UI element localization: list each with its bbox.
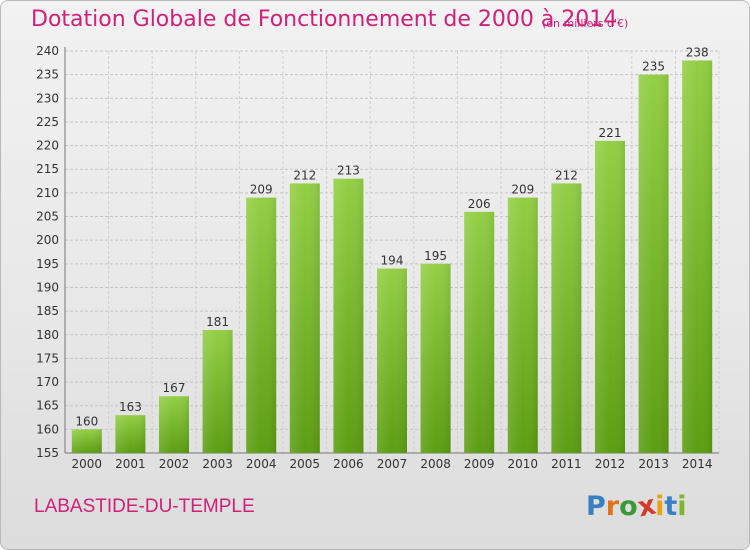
bar-shine <box>202 330 233 453</box>
data-label: 160 <box>75 414 98 428</box>
chart-title: Dotation Globale de Fonctionnement de 20… <box>31 7 618 32</box>
y-tick-label: 200 <box>36 233 59 247</box>
y-tick-label: 215 <box>36 162 59 176</box>
x-tick-label: 2009 <box>464 457 495 471</box>
x-tick-label: 2012 <box>595 457 626 471</box>
y-tick-label: 165 <box>36 399 59 413</box>
x-tick-label: 2005 <box>290 457 321 471</box>
bar-shine <box>551 183 582 453</box>
data-label: 212 <box>555 168 578 182</box>
axes: 155 160 165 170 175 180 185 190 195 200 205 210 215 2… <box>36 44 719 471</box>
data-label: 235 <box>642 60 665 74</box>
x-tick-label: 2011 <box>551 457 582 471</box>
proxiti-logo[interactable]: Proxiti <box>586 490 687 524</box>
y-tick-label: 175 <box>36 351 59 365</box>
data-label: 167 <box>163 381 186 395</box>
bar-shine <box>71 429 102 453</box>
x-tick-label: 2013 <box>638 457 669 471</box>
data-label: 163 <box>119 400 142 414</box>
data-label: 209 <box>250 183 273 197</box>
x-tick-label: 2000 <box>72 457 103 471</box>
logo-letter: o <box>619 491 638 522</box>
y-tick-label: 230 <box>36 91 59 105</box>
bar-shine <box>246 197 277 453</box>
y-tick-label: 190 <box>36 280 59 294</box>
y-tick-label: 210 <box>36 186 59 200</box>
bar-shine <box>595 140 625 453</box>
bar-shine <box>159 396 189 453</box>
chart-unit: (en milliers d'€) <box>542 17 629 30</box>
bar-shine <box>420 263 451 453</box>
x-tick-label: 2003 <box>202 457 233 471</box>
logo-letter: i <box>677 491 687 522</box>
data-label: 181 <box>206 315 229 329</box>
logo-letter: P <box>586 491 606 522</box>
data-label: 213 <box>337 164 360 178</box>
data-label: 194 <box>381 254 404 268</box>
y-tick-label: 225 <box>36 115 59 129</box>
data-label: 238 <box>686 45 709 59</box>
logo-letter: r <box>605 491 620 522</box>
y-tick-label: 205 <box>36 210 59 224</box>
x-tick-label: 2010 <box>508 457 539 471</box>
x-tick-label: 2006 <box>333 457 364 471</box>
x-tick-label: 2004 <box>246 457 277 471</box>
y-tick-label: 220 <box>36 139 59 153</box>
bar-shine <box>377 268 407 453</box>
x-tick-label: 2002 <box>159 457 190 471</box>
x-tick-label: 2014 <box>682 457 713 471</box>
data-labels: 160 163 167 181 209 212 213 194 195 206 209 212 221 2… <box>75 45 708 428</box>
logo-letter: i <box>655 491 665 522</box>
bars <box>71 60 713 453</box>
commune-name: LABASTIDE-DU-TEMPLE <box>34 496 255 517</box>
y-tick-label: 155 <box>36 446 59 460</box>
y-tick-label: 180 <box>36 328 59 342</box>
y-tick-label: 240 <box>36 44 59 58</box>
data-label: 221 <box>599 126 622 140</box>
bar-shine <box>333 178 364 453</box>
data-label: 212 <box>293 168 316 182</box>
x-tick-label: 2001 <box>115 457 146 471</box>
data-label: 195 <box>424 249 447 263</box>
y-tick-label: 235 <box>36 68 59 82</box>
bar-shine <box>115 415 146 453</box>
data-label: 206 <box>468 197 491 211</box>
bar-shine <box>507 197 538 453</box>
data-label: 209 <box>511 183 534 197</box>
y-tick-label: 160 <box>36 422 59 436</box>
x-tick-label: 2007 <box>377 457 408 471</box>
y-tick-label: 195 <box>36 257 59 271</box>
bar-shine <box>638 74 669 453</box>
y-tick-label: 185 <box>36 304 59 318</box>
bar-shine <box>464 211 495 453</box>
bar-shine <box>289 183 320 453</box>
x-tick-label: 2008 <box>420 457 451 471</box>
bar-shine <box>682 60 713 453</box>
logo-letter: t <box>664 491 678 522</box>
y-tick-label: 170 <box>36 375 59 389</box>
